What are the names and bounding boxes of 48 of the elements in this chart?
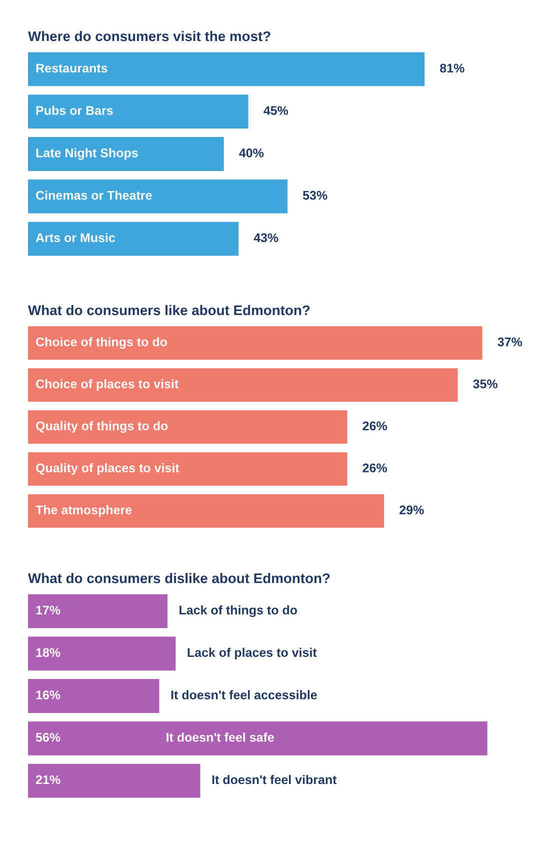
data-label: 37% [498, 338, 522, 346]
bar [28, 764, 200, 798]
data-label: 16% [36, 690, 60, 700]
data-label: 17% [36, 606, 60, 615]
data-label: 40% [239, 148, 264, 158]
data-label: 26% [362, 422, 387, 430]
bar [28, 179, 288, 214]
y-tick-label: Pubs or Bars [36, 106, 113, 115]
data-label: 43% [254, 233, 278, 242]
data-label: 18% [36, 648, 60, 657]
bar [28, 368, 458, 402]
y-tick-label: Cinemas or Theatre [36, 190, 152, 200]
y-tick-label: Choice of things to do [36, 337, 167, 349]
y-tick-label: It doesn't feel vibrant [212, 774, 337, 784]
y-tick-label: Quality of places to visit [36, 463, 180, 475]
y-tick-label: Late Night Shops [36, 148, 138, 160]
bar [28, 494, 384, 528]
chart-title: Where do consumers visit the most? [28, 30, 270, 42]
bar [28, 721, 488, 756]
bar [28, 94, 248, 129]
data-label: 21% [36, 775, 60, 784]
data-label: 81% [440, 64, 464, 73]
y-tick-label: It doesn't feel accessible [171, 690, 317, 700]
data-label: 53% [302, 190, 328, 200]
chart-title: What do consumers like about Edmonton? [28, 304, 310, 316]
bar [28, 452, 348, 486]
data-label: 35% [473, 380, 498, 388]
y-tick-label: The atmosphere [36, 505, 132, 517]
bar [28, 137, 224, 171]
data-label: 26% [362, 464, 387, 472]
y-tick-label: Arts or Music [36, 232, 116, 242]
y-tick-label: It doesn't feel safe [166, 732, 274, 742]
y-tick-label: Lack of places to visit [188, 648, 317, 660]
data-label: 29% [400, 506, 424, 514]
y-tick-label: Quality of things to do [36, 421, 168, 433]
bar [28, 636, 176, 671]
bar [28, 52, 425, 86]
data-label: 45% [264, 106, 288, 115]
chart-title: What do consumers dislike about Edmonton? [28, 572, 330, 584]
data-label: 56% [36, 732, 60, 742]
bar [28, 326, 482, 360]
y-tick-label: Choice of places to visit [36, 379, 178, 391]
bar [28, 679, 160, 713]
bar [28, 594, 168, 628]
y-tick-label: Lack of things to do [180, 605, 297, 618]
bar [28, 410, 348, 444]
bar [28, 222, 239, 256]
y-tick-label: Restaurants [36, 64, 108, 73]
